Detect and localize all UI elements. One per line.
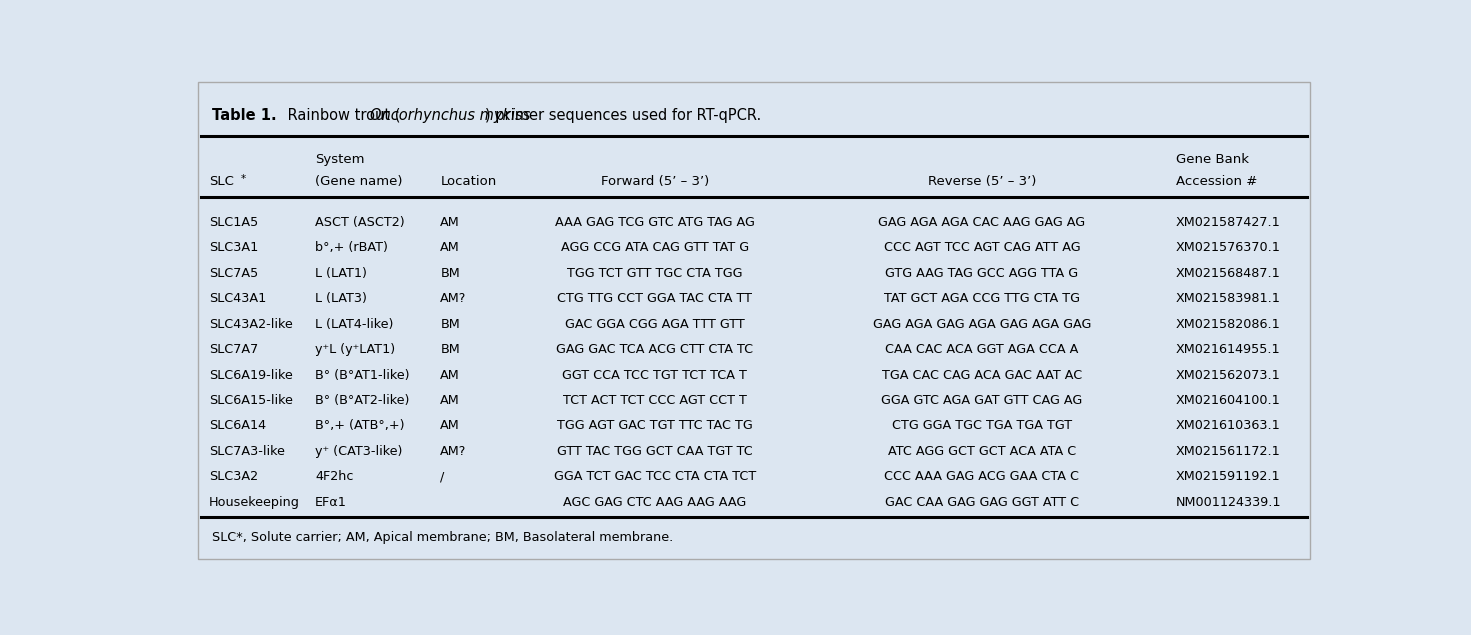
Text: XM021591192.1: XM021591192.1 (1175, 471, 1280, 483)
FancyBboxPatch shape (197, 82, 1311, 559)
Text: GGA TCT GAC TCC CTA CTA TCT: GGA TCT GAC TCC CTA CTA TCT (553, 471, 756, 483)
Text: SLC6A19-like: SLC6A19-like (209, 368, 293, 382)
Text: GAC GGA CGG AGA TTT GTT: GAC GGA CGG AGA TTT GTT (565, 318, 744, 331)
Text: AAA GAG TCG GTC ATG TAG AG: AAA GAG TCG GTC ATG TAG AG (555, 216, 755, 229)
Text: b°,+ (rBAT): b°,+ (rBAT) (315, 241, 388, 255)
Text: XM021568487.1: XM021568487.1 (1175, 267, 1280, 280)
Text: CAA CAC ACA GGT AGA CCA A: CAA CAC ACA GGT AGA CCA A (886, 343, 1078, 356)
Text: XM021582086.1: XM021582086.1 (1175, 318, 1280, 331)
Text: AM: AM (440, 368, 460, 382)
Text: TAT GCT AGA CCG TTG CTA TG: TAT GCT AGA CCG TTG CTA TG (884, 292, 1080, 305)
Text: GGA GTC AGA GAT GTT CAG AG: GGA GTC AGA GAT GTT CAG AG (881, 394, 1083, 407)
Text: GAG AGA GAG AGA GAG AGA GAG: GAG AGA GAG AGA GAG AGA GAG (872, 318, 1091, 331)
Text: NM001124339.1: NM001124339.1 (1175, 496, 1281, 509)
Text: BM: BM (440, 343, 460, 356)
Text: XM021610363.1: XM021610363.1 (1175, 420, 1280, 432)
Text: AM?: AM? (440, 292, 466, 305)
Text: TGA CAC CAG ACA GAC AAT AC: TGA CAC CAG ACA GAC AAT AC (881, 368, 1083, 382)
Text: ASCT (ASCT2): ASCT (ASCT2) (315, 216, 405, 229)
Text: AM: AM (440, 241, 460, 255)
Text: Rainbow trout (: Rainbow trout ( (282, 108, 400, 123)
Text: XM021583981.1: XM021583981.1 (1175, 292, 1281, 305)
Text: L (LAT1): L (LAT1) (315, 267, 366, 280)
Text: Housekeeping: Housekeeping (209, 496, 300, 509)
Text: System: System (315, 154, 365, 166)
Text: XM021561172.1: XM021561172.1 (1175, 445, 1280, 458)
Text: AGG CCG ATA CAG GTT TAT G: AGG CCG ATA CAG GTT TAT G (560, 241, 749, 255)
Text: EFα1: EFα1 (315, 496, 347, 509)
Text: CCC AAA GAG ACG GAA CTA C: CCC AAA GAG ACG GAA CTA C (884, 471, 1080, 483)
Text: SLC3A2: SLC3A2 (209, 471, 257, 483)
Text: GGT CCA TCC TGT TCT TCA T: GGT CCA TCC TGT TCT TCA T (562, 368, 747, 382)
Text: SLC6A15-like: SLC6A15-like (209, 394, 293, 407)
Text: SLC1A5: SLC1A5 (209, 216, 259, 229)
Text: AM: AM (440, 394, 460, 407)
Text: y⁺L (y⁺LAT1): y⁺L (y⁺LAT1) (315, 343, 396, 356)
Text: SLC7A3-like: SLC7A3-like (209, 445, 285, 458)
Text: GTT TAC TGG GCT CAA TGT TC: GTT TAC TGG GCT CAA TGT TC (558, 445, 753, 458)
Text: Accession #: Accession # (1175, 175, 1258, 189)
Text: SLC43A2-like: SLC43A2-like (209, 318, 293, 331)
Text: SLC3A1: SLC3A1 (209, 241, 259, 255)
Text: GAG AGA AGA CAC AAG GAG AG: GAG AGA AGA CAC AAG GAG AG (878, 216, 1086, 229)
Text: GAG GAC TCA ACG CTT CTA TC: GAG GAC TCA ACG CTT CTA TC (556, 343, 753, 356)
Text: GTG AAG TAG GCC AGG TTA G: GTG AAG TAG GCC AGG TTA G (886, 267, 1078, 280)
Text: CCC AGT TCC AGT CAG ATT AG: CCC AGT TCC AGT CAG ATT AG (884, 241, 1080, 255)
Text: SLC: SLC (209, 175, 234, 189)
Text: ) primer sequences used for RT-qPCR.: ) primer sequences used for RT-qPCR. (485, 108, 761, 123)
Text: Oncorhynchus mykiss: Oncorhynchus mykiss (369, 108, 530, 123)
Text: AGC GAG CTC AAG AAG AAG: AGC GAG CTC AAG AAG AAG (563, 496, 746, 509)
Text: XM021587427.1: XM021587427.1 (1175, 216, 1280, 229)
Text: SLC7A7: SLC7A7 (209, 343, 259, 356)
Text: AM?: AM? (440, 445, 466, 458)
Text: B° (B°AT2-like): B° (B°AT2-like) (315, 394, 409, 407)
Text: TCT ACT TCT CCC AGT CCT T: TCT ACT TCT CCC AGT CCT T (563, 394, 747, 407)
Text: GAC CAA GAG GAG GGT ATT C: GAC CAA GAG GAG GGT ATT C (886, 496, 1078, 509)
Text: B° (B°AT1-like): B° (B°AT1-like) (315, 368, 409, 382)
Text: TGG AGT GAC TGT TTC TAC TG: TGG AGT GAC TGT TTC TAC TG (558, 420, 753, 432)
Text: XM021576370.1: XM021576370.1 (1175, 241, 1281, 255)
Text: SLC43A1: SLC43A1 (209, 292, 266, 305)
Text: BM: BM (440, 267, 460, 280)
Text: SLC*, Solute carrier; AM, Apical membrane; BM, Basolateral membrane.: SLC*, Solute carrier; AM, Apical membran… (212, 531, 674, 544)
Text: AM: AM (440, 420, 460, 432)
Text: 4F2hc: 4F2hc (315, 471, 353, 483)
Text: XM021614955.1: XM021614955.1 (1175, 343, 1280, 356)
Text: Location: Location (440, 175, 497, 189)
Text: /: / (440, 471, 444, 483)
Text: XM021562073.1: XM021562073.1 (1175, 368, 1280, 382)
Text: (Gene name): (Gene name) (315, 175, 403, 189)
Text: *: * (241, 173, 246, 184)
Text: B°,+ (ATB°,+): B°,+ (ATB°,+) (315, 420, 405, 432)
Text: Forward (5’ – 3’): Forward (5’ – 3’) (600, 175, 709, 189)
Text: CTG TTG CCT GGA TAC CTA TT: CTG TTG CCT GGA TAC CTA TT (558, 292, 752, 305)
Text: TGG TCT GTT TGC CTA TGG: TGG TCT GTT TGC CTA TGG (566, 267, 743, 280)
Text: Table 1.: Table 1. (212, 108, 277, 123)
Text: L (LAT4-like): L (LAT4-like) (315, 318, 393, 331)
Text: y⁺ (CAT3-like): y⁺ (CAT3-like) (315, 445, 403, 458)
Text: L (LAT3): L (LAT3) (315, 292, 366, 305)
Text: BM: BM (440, 318, 460, 331)
Text: SLC6A14: SLC6A14 (209, 420, 266, 432)
Text: CTG GGA TGC TGA TGA TGT: CTG GGA TGC TGA TGA TGT (891, 420, 1072, 432)
Text: Gene Bank: Gene Bank (1175, 154, 1249, 166)
Text: Reverse (5’ – 3’): Reverse (5’ – 3’) (928, 175, 1036, 189)
Text: XM021604100.1: XM021604100.1 (1175, 394, 1280, 407)
Text: SLC7A5: SLC7A5 (209, 267, 259, 280)
Text: ATC AGG GCT GCT ACA ATA C: ATC AGG GCT GCT ACA ATA C (888, 445, 1075, 458)
Text: AM: AM (440, 216, 460, 229)
